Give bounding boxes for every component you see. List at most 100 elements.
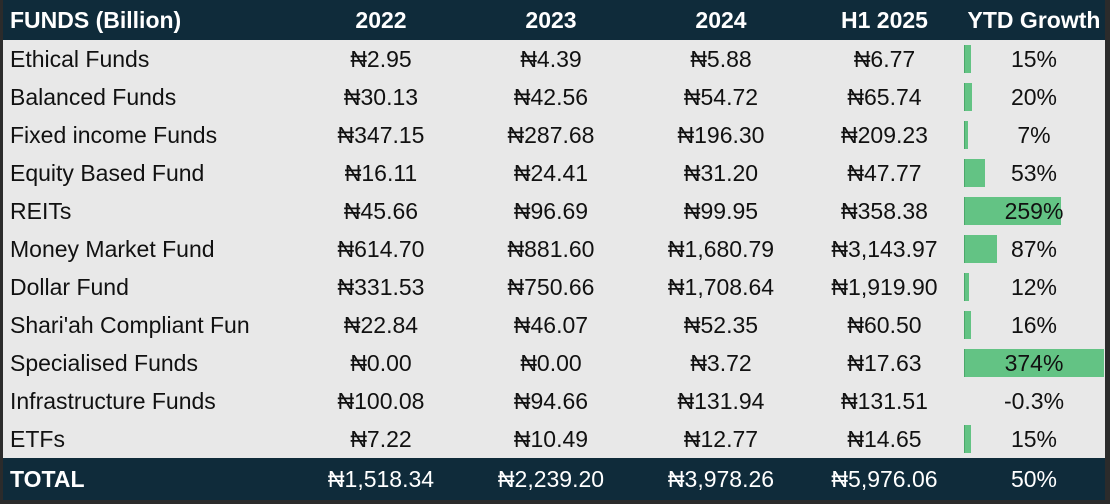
value-2023-cell[interactable]: ₦4.39 — [520, 45, 582, 72]
total-h1-2025[interactable]: ₦5,976.06 — [831, 465, 938, 492]
value-2024-cell[interactable]: ₦196.30 — [677, 121, 765, 148]
total-label[interactable]: TOTAL — [10, 465, 85, 492]
value-h1-2025-cell[interactable]: ₦1,919.90 — [831, 273, 938, 300]
value-2023-cell[interactable]: ₦287.68 — [507, 121, 595, 148]
ytd-growth-value: 16% — [1010, 311, 1058, 338]
total-row: TOTAL ₦1,518.34 ₦2,239.20 ₦3,978.26 ₦5,9… — [3, 458, 1105, 500]
value-2022-cell[interactable]: ₦2.95 — [350, 45, 412, 72]
value-2024-cell[interactable]: ₦31.20 — [683, 159, 759, 186]
ytd-growth-cell[interactable]: 7% — [963, 116, 1105, 154]
fund-name-cell[interactable]: Specialised Funds — [10, 349, 198, 376]
ytd-growth-databar — [964, 83, 973, 111]
ytd-growth-cell[interactable]: 259% — [963, 192, 1105, 230]
total-2023[interactable]: ₦2,239.20 — [497, 465, 605, 492]
value-2024-cell[interactable]: ₦54.72 — [683, 83, 759, 110]
total-2024[interactable]: ₦3,978.26 — [667, 465, 775, 492]
value-2023-cell[interactable]: ₦0.00 — [520, 349, 582, 376]
value-h1-2025-cell[interactable]: ₦3,143.97 — [831, 235, 938, 262]
value-h1-2025-cell[interactable]: ₦65.74 — [847, 83, 922, 110]
header-2023[interactable]: 2023 — [525, 6, 577, 33]
value-2024-cell[interactable]: ₦99.95 — [683, 197, 759, 224]
ytd-growth-cell[interactable]: -0.3% — [963, 382, 1105, 420]
value-2023-cell[interactable]: ₦96.69 — [513, 197, 589, 224]
value-h1-2025-cell[interactable]: ₦6.77 — [853, 45, 916, 72]
header-ytd-growth[interactable]: YTD Growth — [967, 6, 1101, 33]
ytd-growth-databar — [964, 349, 1104, 377]
value-2024-cell[interactable]: ₦3.72 — [690, 349, 752, 376]
value-2022-cell[interactable]: ₦0.00 — [350, 349, 412, 376]
fund-name-cell[interactable]: REITs — [10, 197, 72, 224]
value-2022-cell[interactable]: ₦22.84 — [343, 311, 419, 338]
value-h1-2025-cell[interactable]: ₦47.77 — [847, 159, 922, 186]
fund-name-cell[interactable]: Balanced Funds — [10, 83, 177, 110]
value-2022-cell[interactable]: ₦331.53 — [337, 273, 425, 300]
fund-name-cell[interactable]: ETFs — [10, 425, 65, 452]
value-2024-cell[interactable]: ₦12.77 — [683, 425, 759, 452]
value-h1-2025-cell[interactable]: ₦14.65 — [847, 425, 922, 452]
table-body: Ethical Funds ₦2.95 ₦4.39 ₦5.88 ₦6.77 15% Bala… — [3, 40, 1105, 458]
ytd-growth-cell[interactable]: 16% — [963, 306, 1105, 344]
header-2022[interactable]: 2022 — [355, 6, 407, 33]
table-row: Money Market Fund ₦614.70 ₦881.60 ₦1,680.79… — [3, 230, 1105, 268]
table-row: Ethical Funds ₦2.95 ₦4.39 ₦5.88 ₦6.77 15% — [3, 40, 1105, 78]
value-2023-cell[interactable]: ₦42.56 — [513, 83, 589, 110]
value-2023-cell[interactable]: ₦881.60 — [507, 235, 595, 262]
ytd-growth-cell[interactable]: 374% — [963, 344, 1105, 382]
value-2023-cell[interactable]: ₦94.66 — [513, 387, 589, 414]
ytd-growth-value: 12% — [1010, 273, 1058, 300]
value-2024-cell[interactable]: ₦5.88 — [690, 45, 752, 72]
total-2022[interactable]: ₦1,518.34 — [327, 465, 435, 492]
fund-name-cell[interactable]: Dollar Fund — [10, 273, 129, 300]
value-2022-cell[interactable]: ₦100.08 — [337, 387, 425, 414]
value-2024-cell[interactable]: ₦131.94 — [677, 387, 765, 414]
ytd-growth-value: 87% — [1010, 235, 1058, 262]
fund-name-cell[interactable]: Shari'ah Compliant Fun — [10, 311, 250, 338]
table-row: ETFs ₦7.22 ₦10.49 ₦12.77 ₦14.65 15% — [3, 420, 1105, 458]
ytd-growth-cell[interactable]: 12% — [963, 268, 1105, 306]
fund-name-cell[interactable]: Infrastructure Funds — [10, 387, 216, 414]
value-h1-2025-cell[interactable]: ₦60.50 — [847, 311, 922, 338]
value-2022-cell[interactable]: ₦614.70 — [337, 235, 425, 262]
ytd-growth-cell[interactable]: 15% — [963, 420, 1105, 458]
table-row: Specialised Funds ₦0.00 ₦0.00 ₦3.72 ₦17.63 37… — [3, 344, 1105, 382]
table-footer: TOTAL ₦1,518.34 ₦2,239.20 ₦3,978.26 ₦5,9… — [3, 458, 1105, 500]
value-2022-cell[interactable]: ₦347.15 — [337, 121, 425, 148]
value-h1-2025-cell[interactable]: ₦131.51 — [841, 387, 928, 414]
table-row: Dollar Fund ₦331.53 ₦750.66 ₦1,708.64 ₦1,919… — [3, 268, 1105, 306]
ytd-growth-cell[interactable]: 15% — [963, 40, 1105, 78]
value-2024-cell[interactable]: ₦1,680.79 — [667, 235, 775, 262]
value-2022-cell[interactable]: ₦16.11 — [344, 159, 418, 186]
fund-name-cell[interactable]: Ethical Funds — [10, 45, 150, 72]
ytd-growth-value: 7% — [1017, 121, 1051, 148]
ytd-growth-cell[interactable]: 20% — [963, 78, 1105, 116]
ytd-growth-cell[interactable]: 87% — [963, 230, 1105, 268]
value-2023-cell[interactable]: ₦750.66 — [507, 273, 595, 300]
value-h1-2025-cell[interactable]: ₦209.23 — [841, 121, 928, 148]
header-2024[interactable]: 2024 — [695, 6, 747, 33]
ytd-growth-databar — [964, 235, 998, 263]
fund-name-cell[interactable]: Money Market Fund — [10, 235, 215, 262]
ytd-growth-cell[interactable]: 53% — [963, 154, 1105, 192]
header-h1-2025[interactable]: H1 2025 — [841, 6, 928, 33]
table-row: REITs ₦45.66 ₦96.69 ₦99.95 ₦358.38 259% — [3, 192, 1105, 230]
value-h1-2025-cell[interactable]: ₦17.63 — [847, 349, 922, 376]
fund-name-cell[interactable]: Fixed income Funds — [10, 121, 218, 148]
value-2024-cell[interactable]: ₦52.35 — [683, 311, 759, 338]
value-2022-cell[interactable]: ₦45.66 — [343, 197, 419, 224]
value-2024-cell[interactable]: ₦1,708.64 — [667, 273, 775, 300]
ytd-growth-databar — [964, 159, 985, 187]
value-2022-cell[interactable]: ₦30.13 — [343, 83, 419, 110]
ytd-growth-databar — [964, 311, 971, 339]
ytd-growth-value: 53% — [1010, 159, 1058, 186]
total-ytd-growth[interactable]: 50% — [1010, 465, 1058, 492]
ytd-growth-databar — [964, 197, 1062, 225]
value-2023-cell[interactable]: ₦46.07 — [513, 311, 589, 338]
value-2023-cell[interactable]: ₦24.41 — [513, 159, 589, 186]
header-funds[interactable]: FUNDS (Billion) — [10, 6, 182, 33]
value-2022-cell[interactable]: ₦7.22 — [350, 425, 412, 452]
fund-name-cell[interactable]: Equity Based Fund — [10, 159, 205, 186]
value-h1-2025-cell[interactable]: ₦358.38 — [841, 197, 928, 224]
header-row: FUNDS (Billion) 2022 2023 2024 H1 2025 Y… — [3, 0, 1105, 40]
table-row: Infrastructure Funds ₦100.08 ₦94.66 ₦131.94… — [3, 382, 1105, 420]
value-2023-cell[interactable]: ₦10.49 — [513, 425, 589, 452]
